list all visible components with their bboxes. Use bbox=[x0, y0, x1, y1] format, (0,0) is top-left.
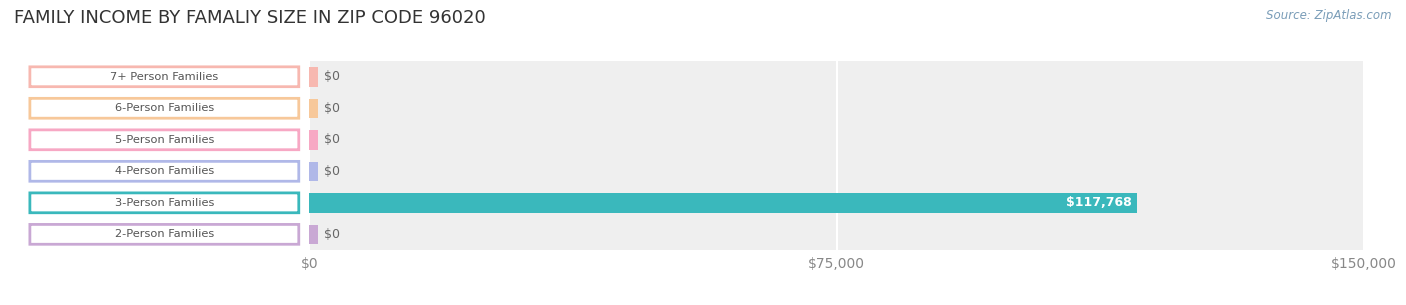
Text: FAMILY INCOME BY FAMALIY SIZE IN ZIP CODE 96020: FAMILY INCOME BY FAMALIY SIZE IN ZIP COD… bbox=[14, 9, 486, 27]
Text: 2-Person Families: 2-Person Families bbox=[115, 229, 214, 239]
FancyBboxPatch shape bbox=[30, 98, 299, 118]
FancyBboxPatch shape bbox=[30, 193, 299, 213]
Bar bbox=[309, 187, 1364, 219]
Bar bbox=[309, 224, 318, 244]
Text: 7+ Person Families: 7+ Person Families bbox=[110, 72, 218, 82]
Text: $0: $0 bbox=[323, 133, 340, 146]
Bar bbox=[309, 67, 318, 87]
FancyBboxPatch shape bbox=[30, 161, 299, 181]
FancyBboxPatch shape bbox=[30, 224, 299, 244]
Bar bbox=[309, 156, 1364, 187]
Bar bbox=[309, 162, 318, 181]
Bar bbox=[309, 61, 1364, 92]
Text: $0: $0 bbox=[323, 70, 340, 83]
Text: 3-Person Families: 3-Person Families bbox=[115, 198, 214, 208]
Bar bbox=[309, 124, 1364, 156]
Text: $0: $0 bbox=[323, 102, 340, 115]
Text: 4-Person Families: 4-Person Families bbox=[115, 166, 214, 176]
Bar bbox=[309, 99, 318, 118]
FancyBboxPatch shape bbox=[30, 130, 299, 150]
FancyBboxPatch shape bbox=[30, 67, 299, 87]
Bar bbox=[309, 193, 1137, 213]
Text: 5-Person Families: 5-Person Families bbox=[115, 135, 214, 145]
Text: 6-Person Families: 6-Person Families bbox=[115, 103, 214, 113]
Text: $0: $0 bbox=[323, 228, 340, 241]
Bar bbox=[309, 219, 1364, 250]
Bar bbox=[309, 130, 318, 149]
Bar bbox=[309, 92, 1364, 124]
Text: $117,768: $117,768 bbox=[1066, 196, 1132, 209]
Text: Source: ZipAtlas.com: Source: ZipAtlas.com bbox=[1267, 9, 1392, 22]
Text: $0: $0 bbox=[323, 165, 340, 178]
